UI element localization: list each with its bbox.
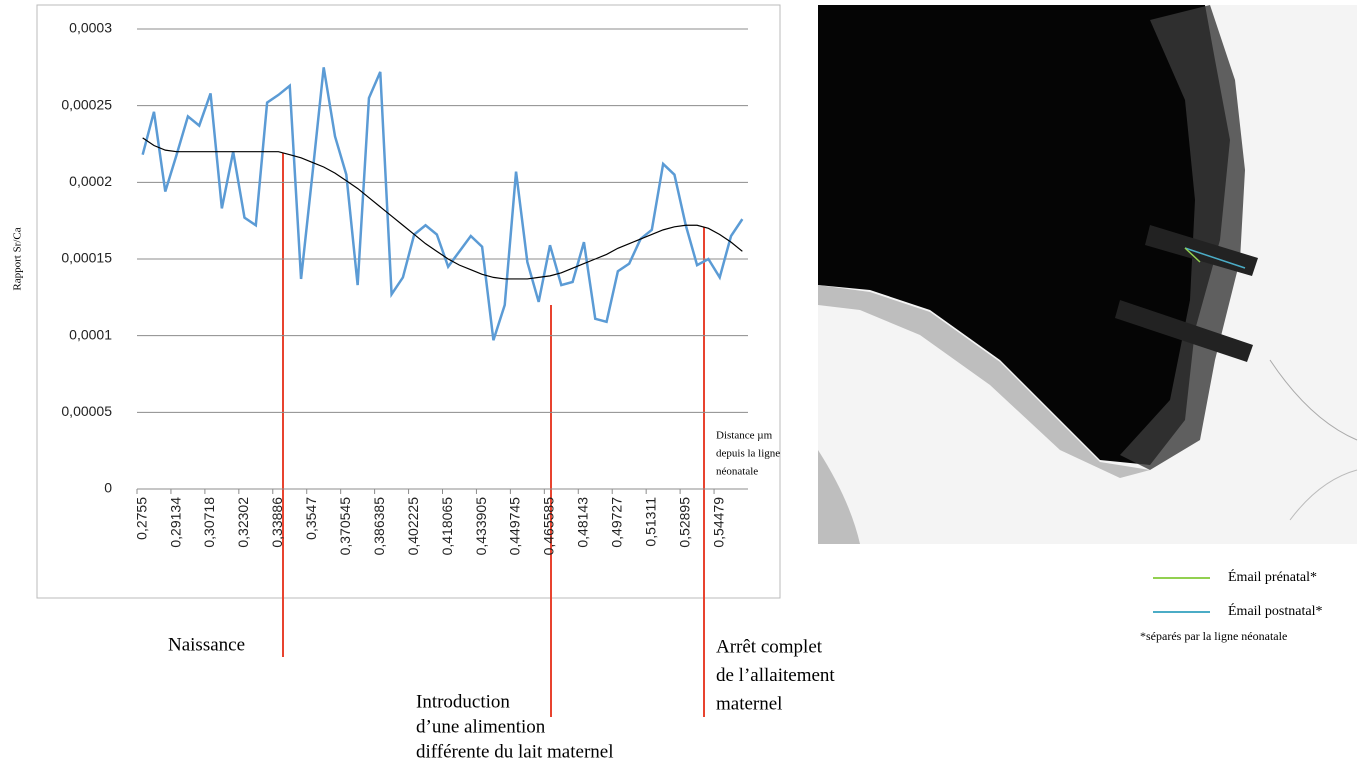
x-tick-label: 0,465585 — [541, 497, 557, 556]
annotation: Arrêt complet — [716, 636, 823, 657]
annotation: différente du lait maternel — [416, 741, 613, 762]
x-tick-label: 0,386385 — [371, 497, 387, 556]
x-tick-label: 0,402225 — [405, 497, 421, 556]
x-axis-title: depuis la ligne — [716, 448, 780, 460]
y-tick-label: 0,0002 — [69, 173, 112, 189]
annotation: de l’allaitement — [716, 665, 835, 686]
x-axis-title: néonatale — [716, 466, 758, 478]
chart-frame — [36, 4, 781, 599]
y-tick-label: 0,0001 — [69, 326, 112, 342]
y-tick-label: 0 — [104, 480, 112, 496]
x-tick-label: 0,33886 — [269, 497, 285, 548]
x-tick-label: 0,32302 — [235, 497, 251, 548]
y-tick-label: 0,0003 — [69, 20, 112, 36]
x-tick-label: 0,54479 — [710, 497, 726, 548]
y-axis-title: Rapport Sr/Ca — [12, 227, 24, 290]
x-tick-label: 0,30718 — [201, 497, 217, 548]
x-tick-label: 0,51311 — [643, 497, 659, 547]
trend-line — [142, 137, 743, 280]
micrograph — [818, 5, 1358, 544]
legend-label: Émail prénatal* — [1228, 568, 1317, 585]
annotation: Introduction — [416, 691, 510, 712]
x-tick-label: 0,48143 — [575, 497, 591, 548]
x-tick-label: 0,29134 — [167, 497, 183, 548]
x-tick-label: 0,49727 — [609, 497, 625, 548]
annotation: Naissance — [168, 634, 245, 655]
x-tick-label: 0,3547 — [303, 497, 319, 540]
x-tick-label: 0,449745 — [507, 497, 523, 556]
y-tick-label: 0,00025 — [61, 96, 112, 112]
data-line — [141, 67, 744, 341]
x-tick-label: 0,418065 — [439, 497, 455, 556]
legend-label: Émail postnatal* — [1228, 602, 1322, 619]
x-axis-title: Distance µm — [716, 430, 773, 442]
legend-note: *séparés par la ligne néonatale — [1140, 629, 1287, 643]
x-tick-label: 0,2755 — [133, 497, 149, 540]
y-tick-label: 0,00015 — [61, 250, 112, 266]
x-tick-label: 0,370545 — [337, 497, 353, 556]
annotation: maternel — [716, 693, 782, 714]
x-tick-label: 0,52895 — [676, 497, 692, 548]
x-tick-label: 0,433905 — [473, 497, 489, 556]
y-tick-label: 0,00005 — [61, 403, 112, 419]
annotation: d’une alimention — [416, 716, 546, 737]
